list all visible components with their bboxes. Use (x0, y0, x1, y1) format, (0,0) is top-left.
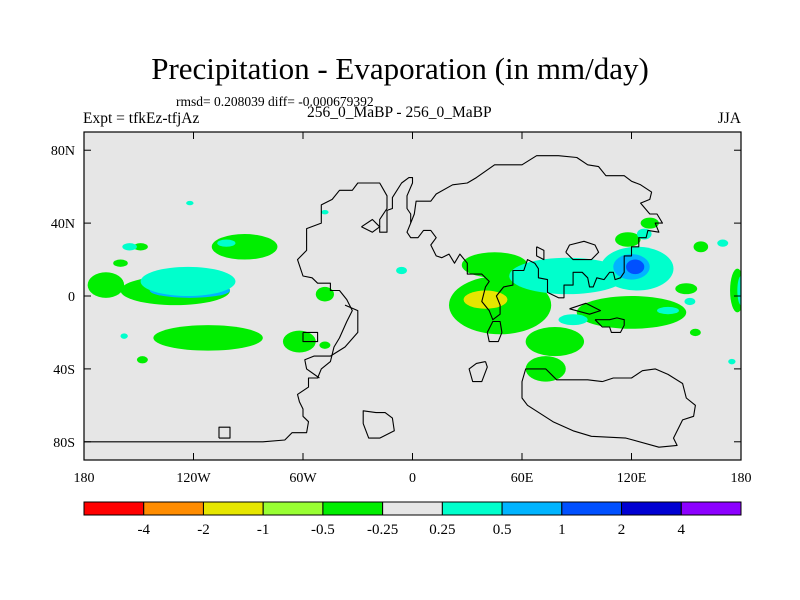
field-patch (153, 325, 263, 351)
field-patch (122, 243, 137, 251)
colorbar-label: 2 (618, 522, 626, 538)
y-tick-label: 40N (51, 217, 75, 232)
colorbar-label: 1 (558, 522, 566, 538)
colorbar-label: 0.25 (429, 522, 455, 538)
experiment-label: Expt = tfkEz-tfjAz (83, 110, 200, 127)
field-patch (684, 297, 696, 306)
colorbar-box (143, 501, 204, 516)
field-patch (730, 268, 741, 313)
field-patch (717, 239, 729, 247)
colorbar-label: -0.5 (311, 522, 335, 538)
field-patch (576, 296, 687, 329)
chart-title: Precipitation - Evaporation (in mm/day) (151, 51, 649, 86)
colorbar-label: -0.25 (367, 522, 398, 538)
colorbar-box (202, 501, 264, 516)
x-tick-label: 180 (731, 471, 752, 486)
field-patch (509, 257, 627, 295)
field-patch (737, 275, 741, 306)
coastline (302, 331, 319, 343)
coastline (362, 410, 395, 439)
colorbar-box (83, 501, 145, 516)
field-patch (136, 356, 148, 364)
field-patch (626, 259, 645, 275)
colorbar-box (441, 501, 503, 516)
field-patch (87, 272, 125, 298)
x-tick-label: 60E (511, 471, 534, 486)
field-patch (113, 259, 128, 267)
field-patch (186, 200, 194, 206)
colorbar-label: -1 (257, 522, 270, 538)
colorbar-label: 0.5 (493, 522, 512, 538)
field-patch (728, 358, 736, 365)
colorbar-label: -4 (137, 522, 150, 538)
field-patch (657, 306, 679, 315)
colorbar-box (680, 501, 742, 516)
colorbar-box (382, 501, 443, 516)
colorbar-box (621, 501, 682, 516)
y-tick-label: 80S (53, 436, 75, 451)
field-patch (211, 234, 278, 260)
coastline (304, 304, 359, 379)
coastline (565, 240, 600, 261)
field-patch (527, 292, 550, 307)
field-patch (217, 239, 236, 247)
colorbar-box (322, 501, 384, 516)
colorbar-label: -2 (197, 522, 210, 538)
x-tick-label: 60W (289, 471, 317, 486)
coastline (594, 317, 625, 333)
field-patch (640, 217, 659, 229)
field-patch (615, 232, 641, 247)
field-patch (689, 328, 701, 337)
coastline (521, 368, 696, 448)
chart-subtitle: rmsd= 0.208039 diff= -0.000679392 (176, 94, 374, 109)
coastline (536, 246, 545, 261)
y-tick-label: 0 (68, 290, 75, 305)
colorbar-box (262, 501, 324, 516)
y-tick-label: 80N (51, 144, 75, 159)
x-tick-label: 0 (409, 471, 416, 486)
field-patch (282, 330, 316, 353)
y-tick-label: 40S (53, 363, 75, 378)
colorbar-box (561, 501, 623, 516)
season-label: JJA (717, 110, 741, 127)
field-patch (140, 266, 236, 296)
coastline (486, 320, 503, 343)
field-patch (396, 266, 408, 275)
field-patch (319, 341, 331, 349)
coastline (218, 426, 231, 439)
field-patch (693, 241, 709, 253)
x-tick-label: 120E (617, 471, 647, 486)
field-patch (675, 283, 698, 295)
coastline (468, 361, 488, 383)
field-patch (461, 252, 528, 278)
field-patch (315, 286, 335, 302)
colorbar-box (501, 501, 563, 516)
x-tick-label: 120W (176, 471, 211, 486)
field-patch (321, 209, 329, 215)
coastline (569, 302, 602, 315)
field-patch (558, 314, 588, 326)
colorbar-label: 4 (678, 522, 686, 538)
coastline (361, 218, 381, 233)
x-tick-label: 180 (74, 471, 95, 486)
period-label: 256_0_MaBP - 256_0_MaBP (307, 104, 492, 121)
field-patch (133, 243, 148, 251)
field-patch (525, 326, 585, 357)
coastline (84, 155, 664, 443)
field-patch (120, 333, 128, 339)
